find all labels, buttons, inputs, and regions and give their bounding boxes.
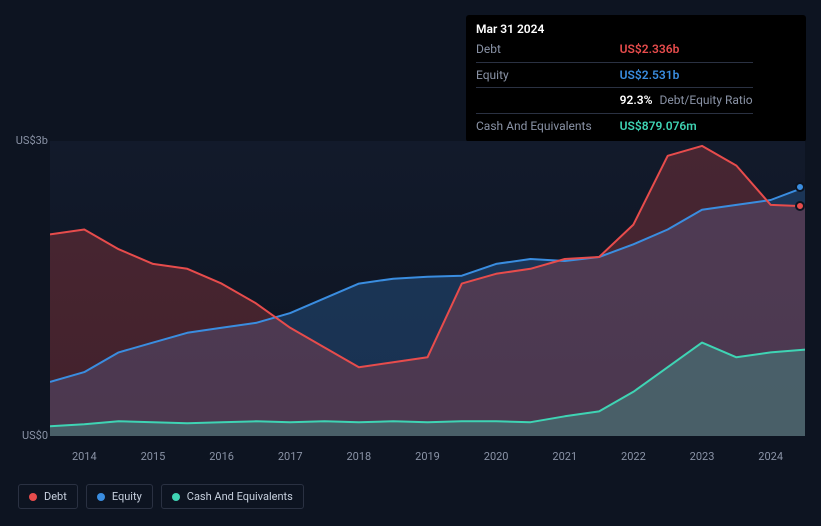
tooltip-row-label: Cash And Equivalents <box>476 117 620 136</box>
x-axis-label: 2015 <box>141 450 166 463</box>
series-marker <box>795 201 805 211</box>
x-axis-label: 2020 <box>484 450 509 463</box>
tooltip-row-value: US$2.531b <box>620 66 753 85</box>
x-axis-label: 2024 <box>758 450 783 463</box>
tooltip-ratio: 92.3% Debt/Equity Ratio <box>620 91 753 110</box>
tooltip-table: Debt US$2.336b Equity US$2.531b 92.3% De… <box>476 40 753 136</box>
tooltip-ratio-spacer <box>476 91 620 110</box>
chart-svg <box>50 141 805 436</box>
chart-plot-area <box>50 141 805 436</box>
tooltip-title: Mar 31 2024 <box>476 21 796 38</box>
legend-item[interactable]: Equity <box>86 484 153 509</box>
x-axis-label: 2018 <box>346 450 371 463</box>
legend-dot-icon <box>172 493 180 501</box>
tooltip-row-label: Equity <box>476 66 620 85</box>
tooltip-row-value: US$879.076m <box>620 117 753 136</box>
x-axis-label: 2023 <box>690 450 715 463</box>
tooltip-divider <box>476 62 753 63</box>
x-axis-label: 2014 <box>72 450 97 463</box>
x-axis-label: 2017 <box>278 450 303 463</box>
legend-dot-icon <box>97 493 105 501</box>
legend-dot-icon <box>29 493 37 501</box>
x-axis-label: 2019 <box>415 450 440 463</box>
legend-label: Equity <box>112 490 142 503</box>
legend-label: Cash And Equivalents <box>187 490 293 503</box>
chart-legend: Debt Equity Cash And Equivalents <box>18 484 304 509</box>
y-axis-label: US$3b <box>10 134 48 147</box>
tooltip-row-label: Debt <box>476 40 620 59</box>
legend-item[interactable]: Debt <box>18 484 78 509</box>
chart-tooltip: Mar 31 2024 Debt US$2.336b Equity US$2.5… <box>466 15 806 142</box>
y-axis-label: US$0 <box>10 429 48 442</box>
x-axis-label: 2021 <box>552 450 577 463</box>
x-axis-label: 2016 <box>209 450 234 463</box>
x-axis-label: 2022 <box>621 450 646 463</box>
series-marker <box>795 182 805 192</box>
legend-label: Debt <box>44 490 67 503</box>
legend-item[interactable]: Cash And Equivalents <box>161 484 304 509</box>
tooltip-row-value: US$2.336b <box>620 40 753 59</box>
tooltip-divider <box>476 113 753 114</box>
tooltip-divider <box>476 87 753 88</box>
